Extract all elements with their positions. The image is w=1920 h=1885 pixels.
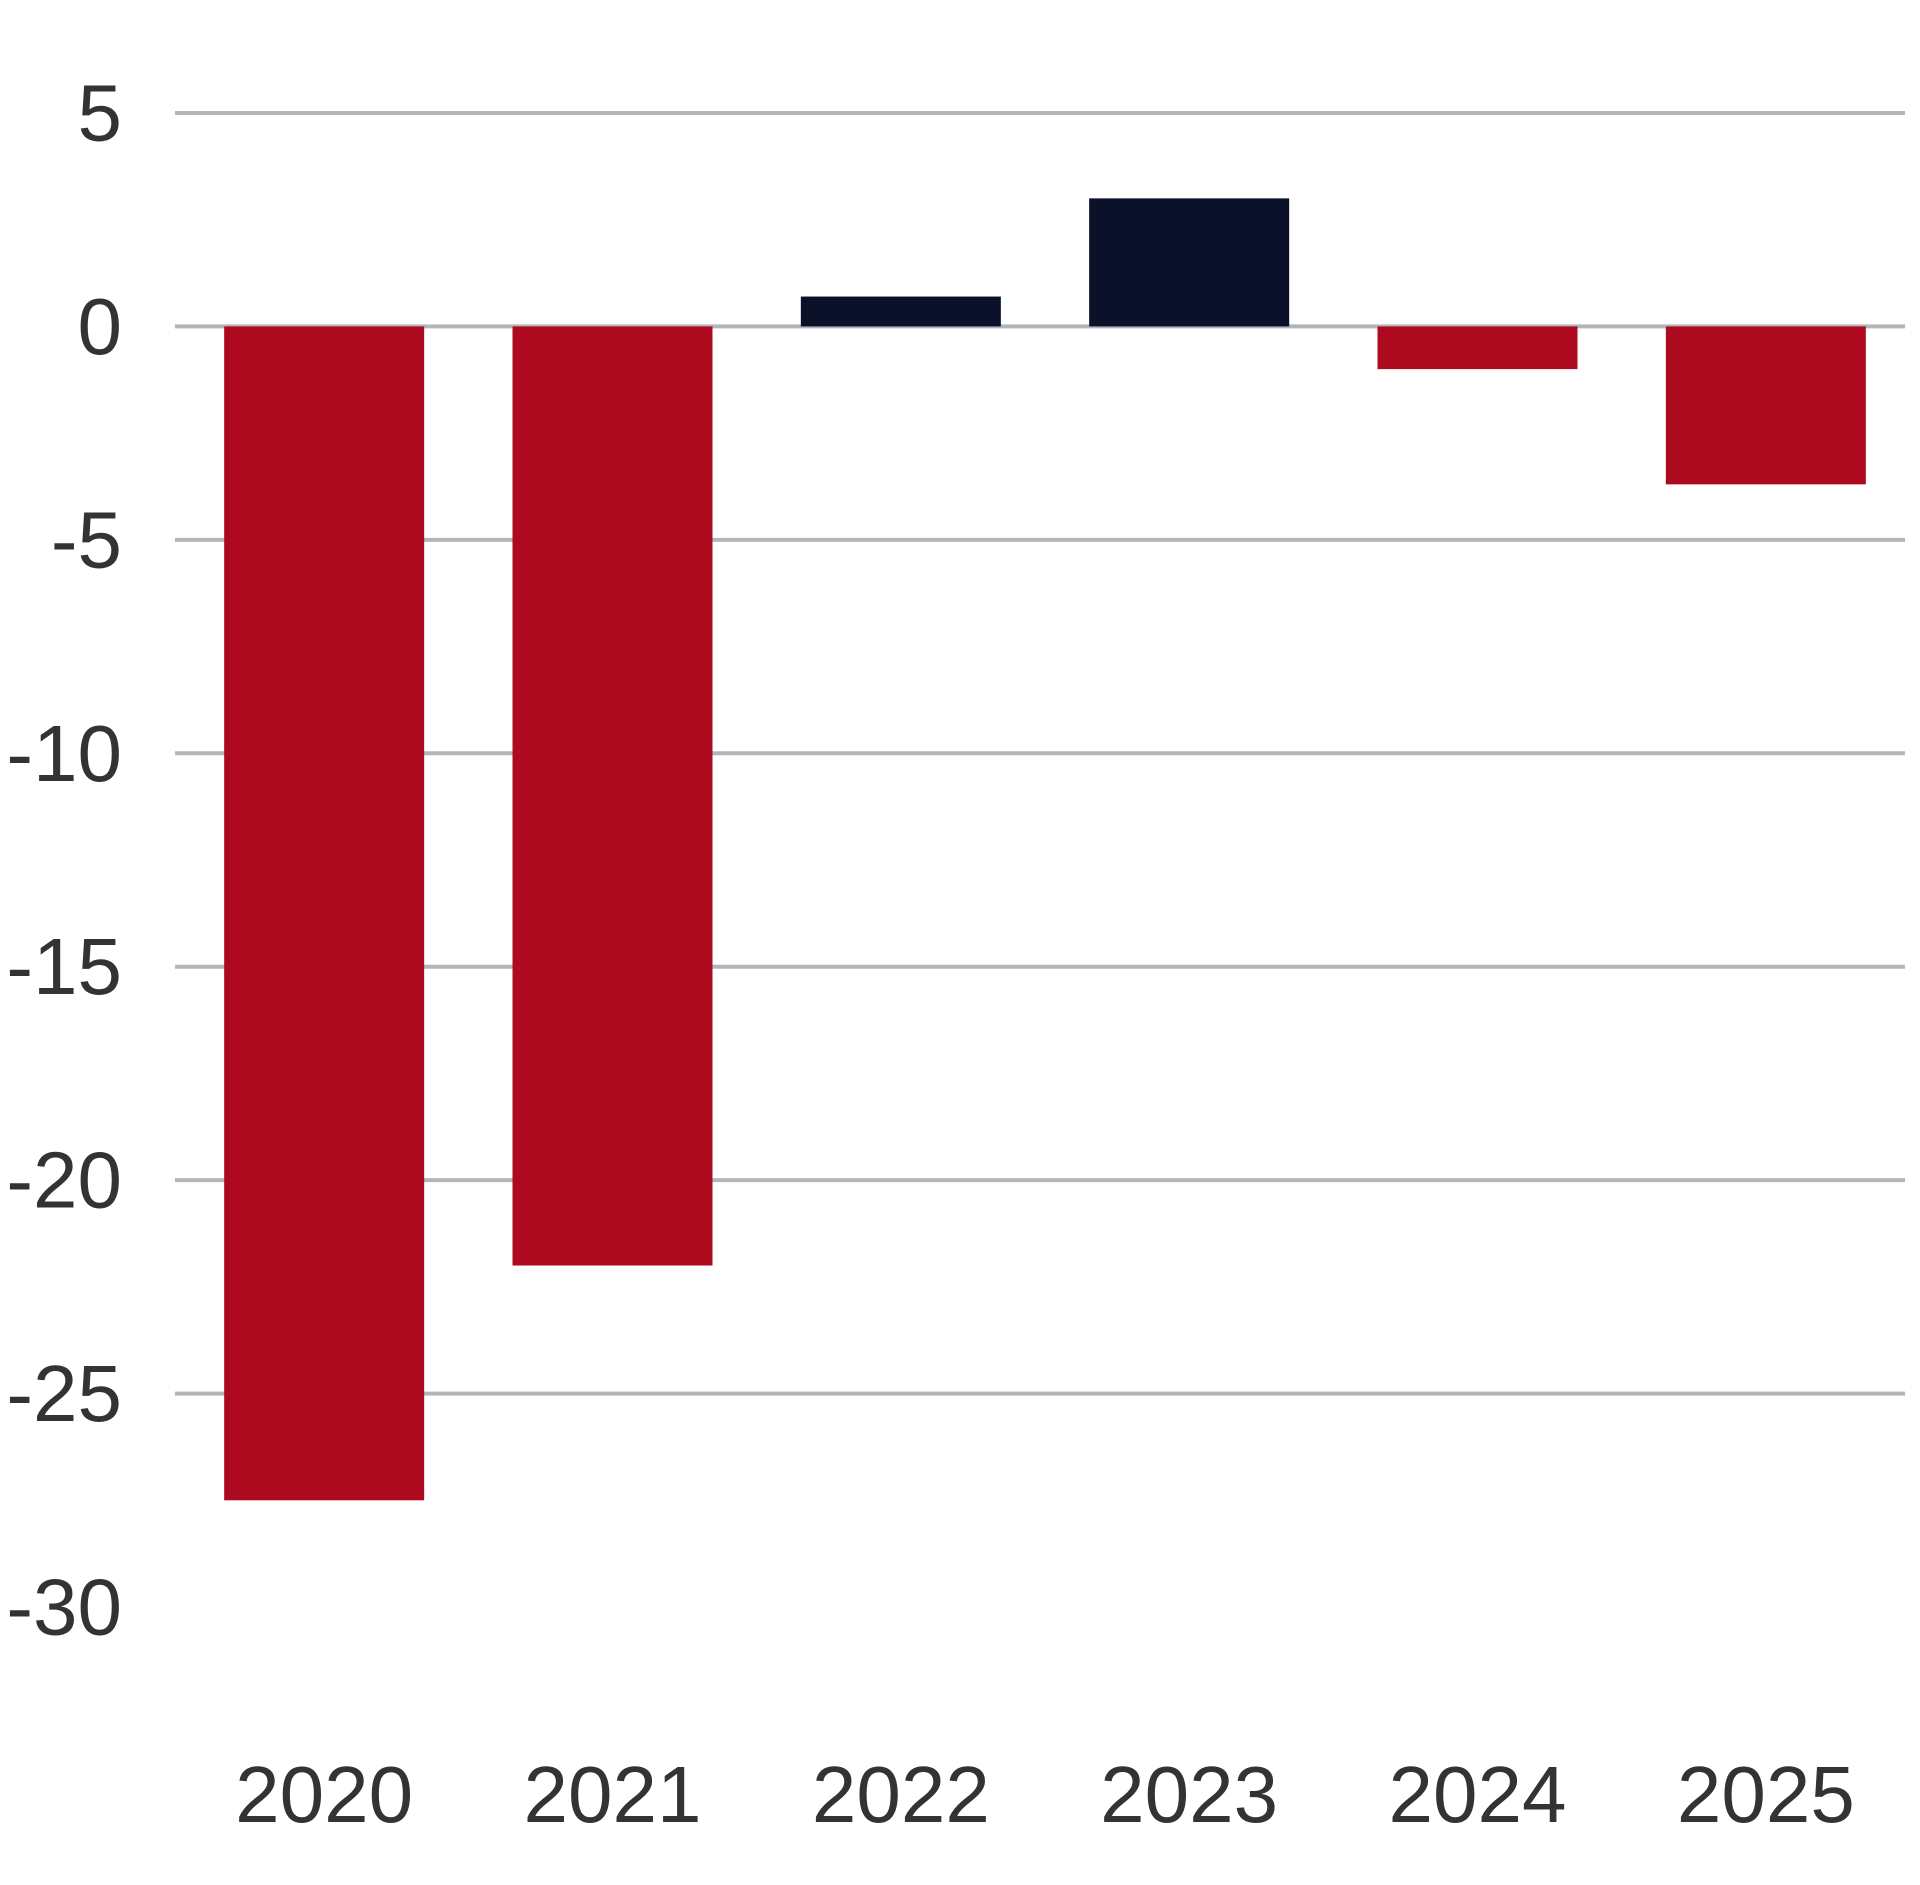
y-tick-label: -25 [6, 1349, 122, 1438]
y-tick-label: 0 [78, 282, 123, 371]
y-tick-label: -10 [6, 709, 122, 798]
bar-2022 [800, 296, 1001, 327]
bar-2025 [1665, 326, 1866, 485]
gridlines [175, 111, 1905, 1396]
bar-2021 [512, 326, 713, 1266]
bars [224, 198, 1866, 1501]
y-tick-label: -15 [6, 922, 122, 1011]
x-tick-label: 2020 [235, 1750, 413, 1839]
x-tick-label: 2021 [524, 1750, 702, 1839]
bar-2024 [1377, 326, 1578, 370]
x-tick-label: 2023 [1100, 1750, 1278, 1839]
x-tick-label: 2025 [1677, 1750, 1855, 1839]
y-tick-label: -5 [51, 495, 122, 584]
x-tick-label: 2022 [812, 1750, 990, 1839]
y-tick-label: 5 [78, 69, 123, 158]
bar-2023 [1089, 198, 1290, 327]
bar-2020 [224, 326, 425, 1501]
y-axis-tick-labels: 5 0 -5 -10 -15 -20 -25 -30 [6, 69, 122, 1652]
y-tick-label: -20 [6, 1136, 122, 1225]
x-axis-tick-labels: 2020 2021 2022 2023 2024 2025 [235, 1750, 1855, 1839]
x-tick-label: 2024 [1389, 1750, 1567, 1839]
y-tick-label: -30 [6, 1563, 122, 1652]
